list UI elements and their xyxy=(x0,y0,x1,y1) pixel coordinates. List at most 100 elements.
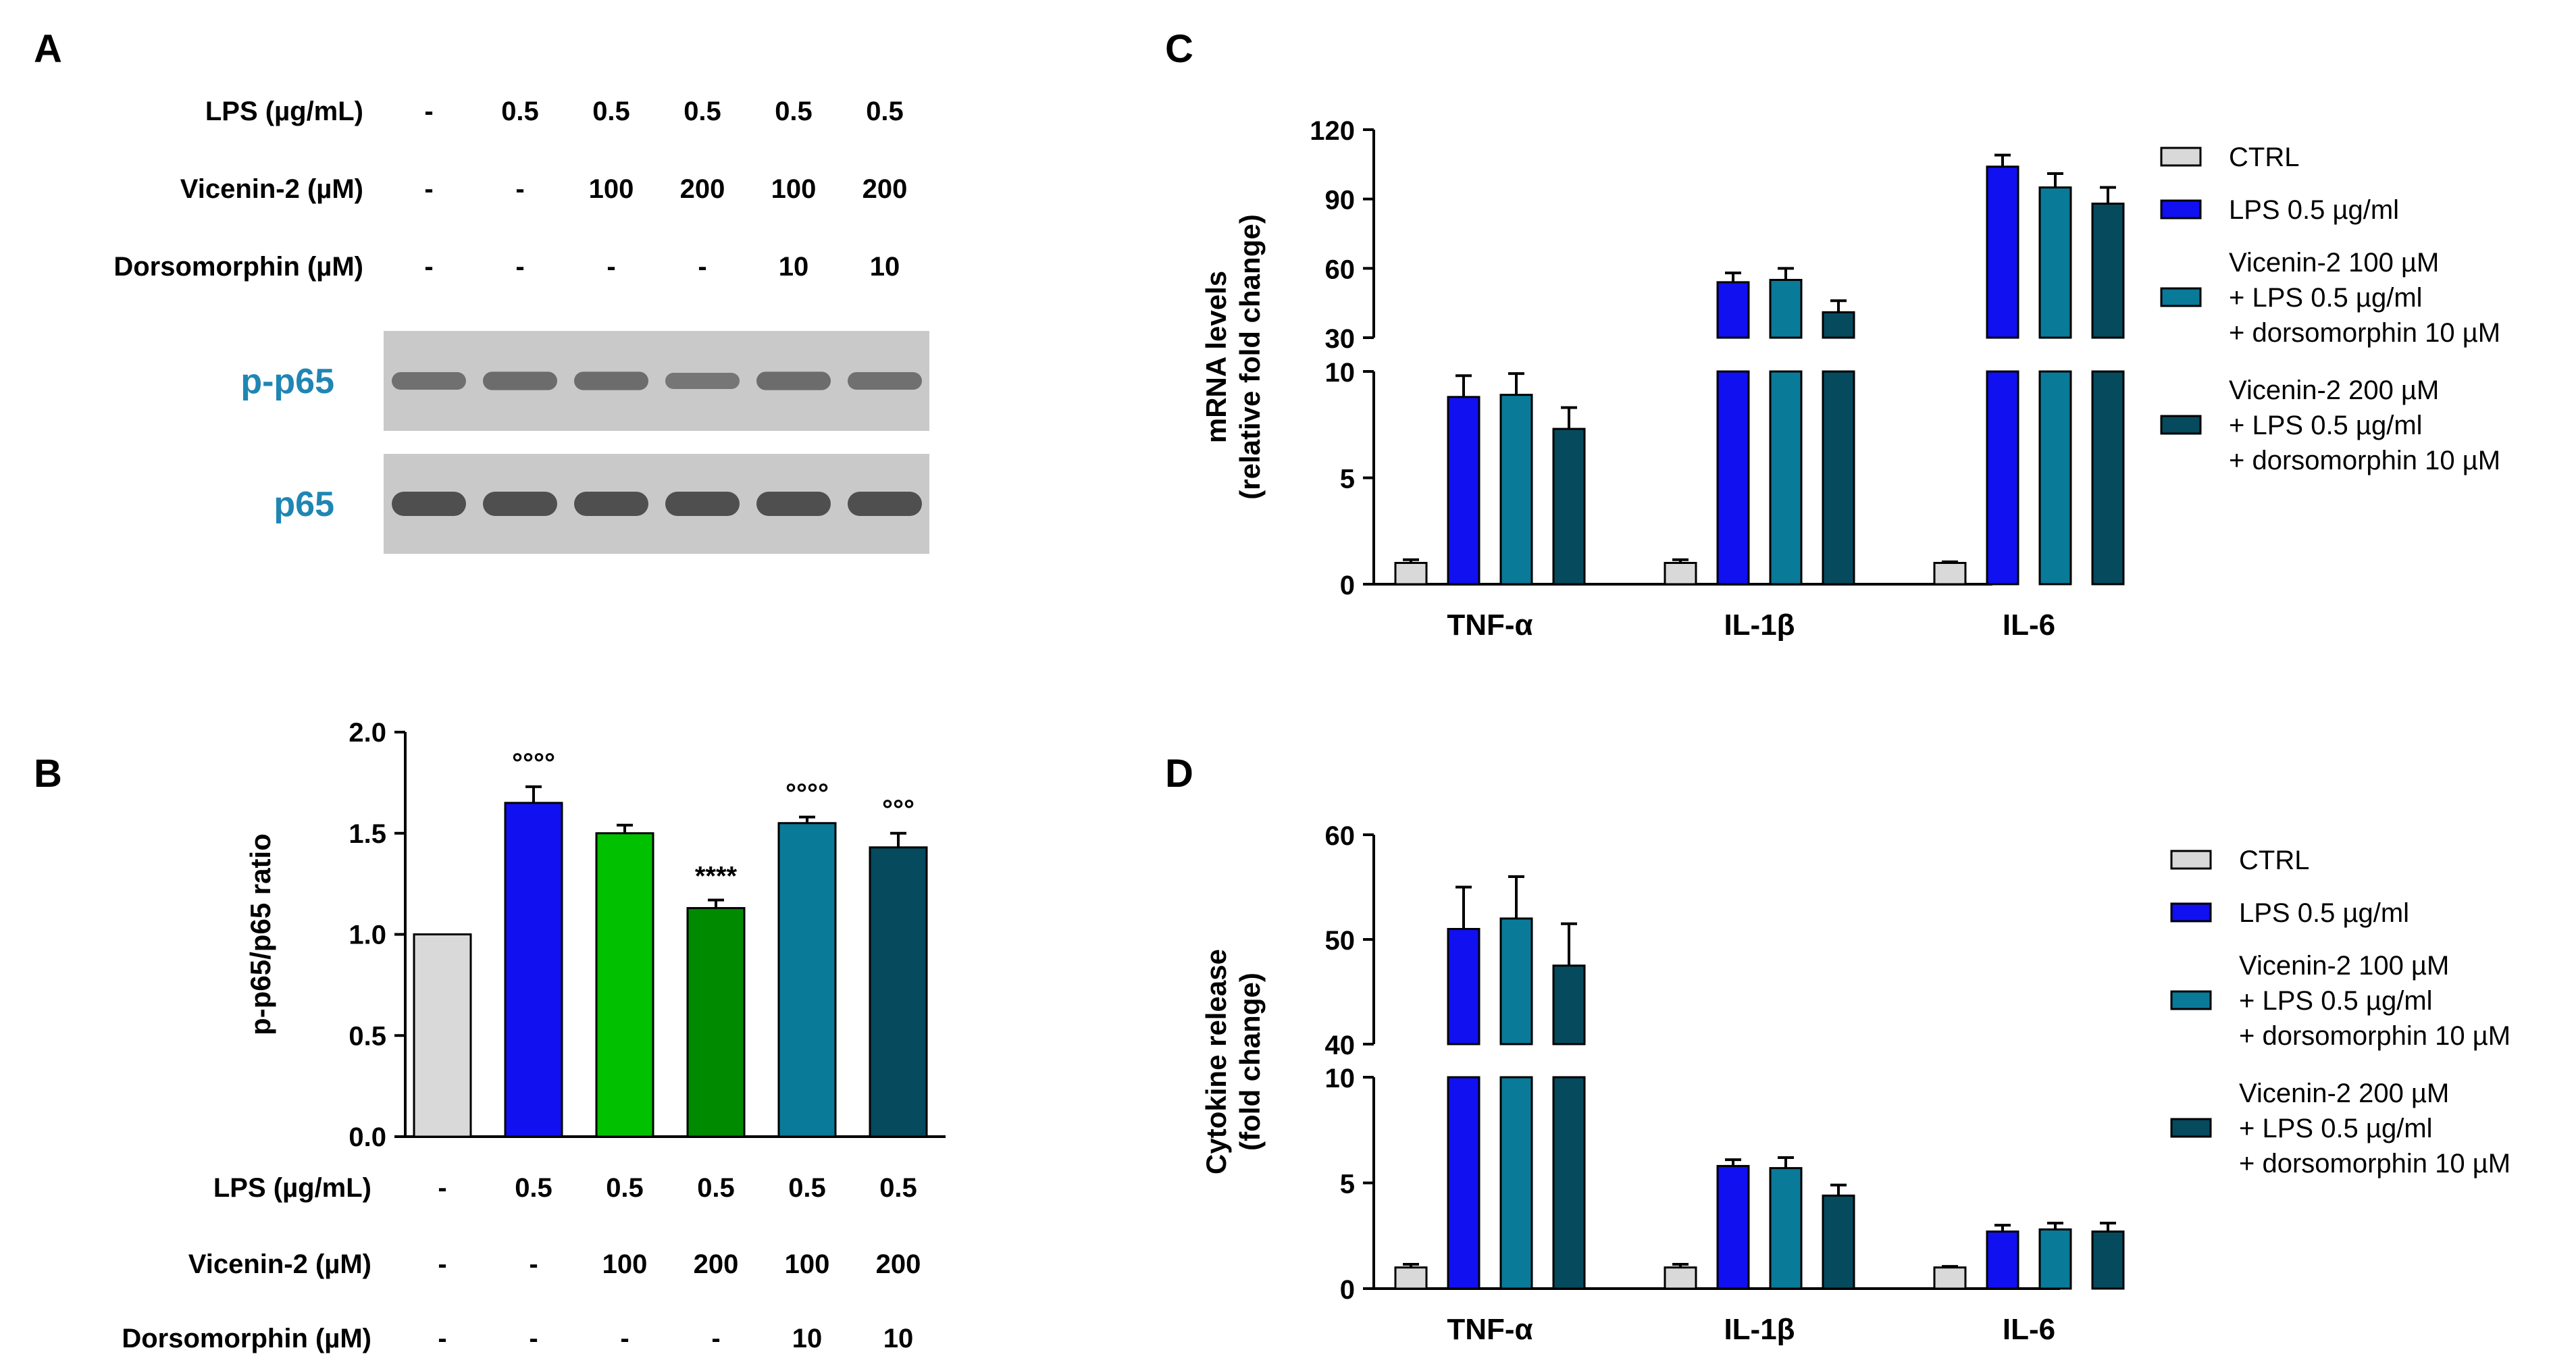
condition-value: - xyxy=(424,97,433,126)
bar-lower-segment xyxy=(1447,1076,1480,1290)
bar xyxy=(1552,964,1586,1045)
condition-value: - xyxy=(438,1249,446,1279)
legend-swatch xyxy=(2160,199,2202,219)
y-tick-label: 60 xyxy=(1325,821,1356,851)
legend-swatch xyxy=(2160,147,2202,167)
blot-membrane xyxy=(384,454,929,554)
bar-lower-segment xyxy=(1552,1076,1586,1290)
bar xyxy=(1822,1194,1855,1290)
condition-value: - xyxy=(529,1249,538,1279)
bar xyxy=(1499,917,1533,1045)
bar xyxy=(1822,311,1855,339)
legend-swatch xyxy=(2170,850,2212,870)
legend-text: Vicenin-2 100 µM xyxy=(2229,248,2439,278)
legend-swatch xyxy=(2160,415,2202,435)
panel-a-western-blot: LPS (µg/mL) - 0.5 0.5 0.5 0.5 0.5 Vicenin-2 (µM… xyxy=(113,97,929,554)
blot-band xyxy=(574,371,648,390)
legend-text: Vicenin-2 200 µM xyxy=(2229,376,2439,405)
bar xyxy=(2091,203,2125,339)
condition-value: 10 xyxy=(883,1324,914,1353)
y-tick-label: 2.0 xyxy=(349,718,386,748)
bar xyxy=(1933,1266,1967,1290)
y-tick-label: 5 xyxy=(1340,465,1355,494)
legend-text: + LPS 0.5 µg/ml xyxy=(2229,283,2423,313)
y-tick-label: 120 xyxy=(1310,116,1355,146)
condition-value: - xyxy=(529,1324,538,1353)
blot-band xyxy=(756,492,831,516)
legend-text: Vicenin-2 200 µM xyxy=(2239,1079,2449,1108)
legend-text: CTRL xyxy=(2239,846,2309,875)
legend-text: CTRL xyxy=(2229,143,2299,172)
condition-value: 0.5 xyxy=(592,97,630,126)
blot-label: p-p65 xyxy=(240,362,334,401)
bar xyxy=(1447,928,1480,1045)
condition-value: 0.5 xyxy=(684,97,721,126)
blot-band xyxy=(392,371,466,390)
panel-d-chart: 0 5 10 40 50 60 Cytokine release (fold change) T… xyxy=(1200,821,2510,1346)
blot-band xyxy=(392,492,466,516)
condition-value: - xyxy=(438,1324,446,1353)
blot-band xyxy=(848,371,922,390)
condition-value: - xyxy=(515,252,524,282)
condition-value: 200 xyxy=(680,174,725,204)
condition-label: Vicenin-2 (µM) xyxy=(180,174,363,204)
bar xyxy=(1552,428,1586,586)
axis-break-gap xyxy=(1376,339,1994,370)
x-category-label: IL-1β xyxy=(1724,609,1795,642)
condition-value: 200 xyxy=(694,1249,739,1279)
condition-value: 10 xyxy=(779,252,809,282)
axis-break-gap xyxy=(1376,1045,2062,1076)
condition-label: Dorsomorphin (µM) xyxy=(122,1324,371,1353)
condition-value: - xyxy=(620,1324,629,1353)
bar xyxy=(1933,562,1967,586)
condition-value: - xyxy=(424,174,433,204)
y-tick-label: 5 xyxy=(1340,1170,1355,1199)
bar xyxy=(2038,186,2072,339)
significance-mark: **** xyxy=(695,862,738,891)
legend-text: + dorsomorphin 10 µM xyxy=(2239,1021,2510,1051)
condition-value: 0.5 xyxy=(515,1173,552,1203)
condition-value: 100 xyxy=(785,1249,830,1279)
y-tick-label: 0.5 xyxy=(349,1021,386,1051)
condition-value: 200 xyxy=(876,1249,921,1279)
bar xyxy=(1716,1164,1750,1290)
significance-mark: °°°° xyxy=(785,779,829,808)
bar xyxy=(1499,394,1533,586)
legend-swatch xyxy=(2170,902,2212,923)
blot-membrane xyxy=(384,331,929,431)
condition-value: 100 xyxy=(589,174,634,204)
blot-band xyxy=(483,492,557,516)
bar xyxy=(595,832,654,1138)
bar-lower-segment xyxy=(1716,370,1750,586)
bar xyxy=(686,907,746,1138)
legend-text: + dorsomorphin 10 µM xyxy=(2239,1149,2510,1179)
y-tick-label: 60 xyxy=(1325,255,1356,284)
bar xyxy=(869,846,928,1138)
legend-text: + LPS 0.5 µg/ml xyxy=(2239,986,2433,1016)
significance-mark: °°° xyxy=(882,795,915,825)
bar xyxy=(1769,1167,1803,1290)
condition-value: - xyxy=(698,252,706,282)
blot-band xyxy=(483,371,557,390)
y-tick-label: 10 xyxy=(1325,1064,1356,1093)
bar xyxy=(413,933,472,1138)
x-category-label: IL-1β xyxy=(1724,1313,1795,1346)
bar xyxy=(1986,1230,2019,1290)
bar xyxy=(777,822,837,1138)
legend-swatch xyxy=(2160,287,2202,307)
legend-text: Vicenin-2 100 µM xyxy=(2239,951,2449,981)
condition-value: 0.5 xyxy=(697,1173,735,1203)
y-tick-label: 0.0 xyxy=(349,1122,386,1152)
condition-value: - xyxy=(607,252,615,282)
y-tick-label: 50 xyxy=(1325,926,1356,956)
legend-swatch xyxy=(2170,990,2212,1010)
bar xyxy=(504,802,563,1138)
panel-letter-b: B xyxy=(34,752,62,796)
y-tick-label: 0 xyxy=(1340,1275,1355,1305)
blot-band xyxy=(574,492,648,516)
bar-lower-segment xyxy=(1499,1076,1533,1290)
y-axis-title: mRNA levels xyxy=(1200,271,1232,443)
significance-mark: °°°° xyxy=(512,748,555,778)
y-axis-title: (relative fold change) xyxy=(1234,214,1266,499)
